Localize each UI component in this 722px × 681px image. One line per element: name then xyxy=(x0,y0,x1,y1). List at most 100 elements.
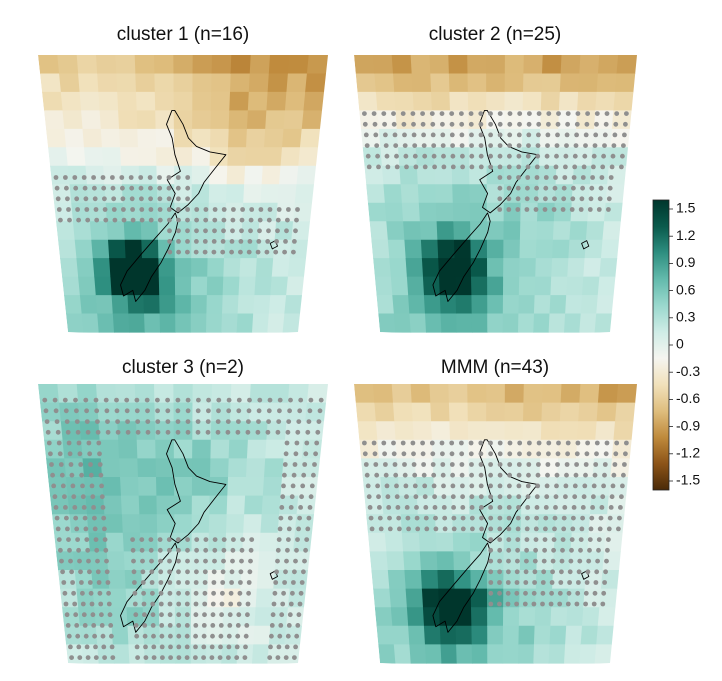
field-cell xyxy=(504,477,523,497)
stipple-dot xyxy=(67,217,72,223)
stipple-dot xyxy=(571,175,577,180)
field-cell xyxy=(468,147,488,167)
stipple-dot xyxy=(608,505,614,510)
stipple-dot xyxy=(71,494,77,500)
stipple-dot xyxy=(167,239,173,244)
field-cell xyxy=(139,514,158,534)
field-cell xyxy=(280,147,301,167)
field-cell xyxy=(541,73,562,93)
stipple-dot xyxy=(167,217,172,223)
field-cell xyxy=(291,551,311,571)
stipple-dot xyxy=(574,462,579,467)
stipple-dot xyxy=(46,440,52,446)
stipple-dot xyxy=(559,569,564,575)
stipple-dot xyxy=(139,196,144,202)
stipple-dot xyxy=(534,164,540,170)
stipple-dot xyxy=(211,580,217,585)
stipple-dot xyxy=(176,547,181,553)
field-cell xyxy=(467,402,487,422)
field-cell xyxy=(437,570,455,590)
field-cell xyxy=(66,313,84,333)
stipple-dot xyxy=(194,558,199,564)
field-cell xyxy=(587,532,607,552)
north-island-outline xyxy=(166,439,227,544)
stipple-dot xyxy=(611,472,617,478)
stipple-dot xyxy=(74,408,79,414)
stipple-dot xyxy=(248,228,253,234)
stipple-dot xyxy=(140,569,146,575)
stipple-dot xyxy=(315,429,321,435)
field-cell xyxy=(503,607,520,627)
stipple-dot xyxy=(145,429,151,435)
stipple-dot xyxy=(124,397,130,403)
stipple-dot xyxy=(145,408,150,414)
stipple-dot xyxy=(507,451,513,457)
stipple-dot xyxy=(64,419,70,424)
stipple-dot xyxy=(218,633,224,639)
stipple-dot xyxy=(295,623,301,628)
field-cell xyxy=(418,532,438,552)
stipple-dot xyxy=(218,623,224,628)
field-cell xyxy=(572,495,592,515)
stipple-dot xyxy=(433,515,438,521)
field-cell xyxy=(106,221,126,241)
field-cell xyxy=(435,514,454,534)
stipple-dot xyxy=(159,644,165,650)
field-cell xyxy=(192,402,213,422)
field-cell xyxy=(268,384,290,404)
field-cell xyxy=(67,495,88,515)
stipple-dot xyxy=(515,185,521,191)
stipple-dot xyxy=(300,483,306,489)
stipple-dot xyxy=(382,121,387,127)
stipple-dot xyxy=(616,526,621,532)
stipple-dot xyxy=(275,429,281,435)
field-cell xyxy=(105,202,125,222)
stipple-dot xyxy=(621,472,626,478)
stipple-dot xyxy=(440,462,446,467)
stipple-dot xyxy=(282,580,287,585)
stipple-dot xyxy=(211,569,217,575)
stipple-dot xyxy=(227,612,233,618)
stipple-dot xyxy=(184,633,190,639)
field-cell xyxy=(59,73,81,93)
stipple-dot xyxy=(277,526,283,532)
stipple-dot xyxy=(176,655,182,660)
field-cell xyxy=(503,551,521,571)
stipple-dot xyxy=(257,397,263,403)
field-cell xyxy=(279,165,299,185)
stipple-dot xyxy=(194,547,200,553)
field-cell xyxy=(607,165,627,185)
stipple-dot xyxy=(532,569,538,575)
stipple-dot xyxy=(460,505,466,510)
stipple-dot xyxy=(514,590,520,596)
stipple-dot xyxy=(73,515,79,521)
stipple-dot xyxy=(507,153,512,159)
stipple-dot xyxy=(44,419,50,424)
field-cell xyxy=(134,55,155,74)
field-cell xyxy=(523,402,543,422)
field-cell xyxy=(410,55,431,74)
stipple-dot xyxy=(201,644,207,650)
stipple-dot xyxy=(523,569,529,575)
field-cell xyxy=(118,439,138,459)
stipple-dot xyxy=(185,569,190,575)
stipple-dot xyxy=(468,451,474,457)
stipple-dot xyxy=(423,515,429,521)
field-cell xyxy=(174,514,193,534)
stipple-dot xyxy=(525,164,531,170)
stipple-dot xyxy=(239,547,245,553)
stipple-dot xyxy=(421,132,426,138)
field-cell xyxy=(158,607,176,627)
chatham-islands-outline xyxy=(269,240,278,250)
stipple-dot xyxy=(185,196,191,202)
stipple-dot xyxy=(71,590,76,596)
stipple-dot xyxy=(488,547,494,553)
field-cell xyxy=(155,458,175,478)
stipple-dot xyxy=(246,580,252,585)
stipple-dot xyxy=(282,249,287,255)
field-cell xyxy=(115,384,136,404)
stipple-dot xyxy=(92,633,97,639)
stipple-dot xyxy=(506,494,512,500)
field-cell xyxy=(64,128,85,148)
field-cell xyxy=(381,495,402,515)
